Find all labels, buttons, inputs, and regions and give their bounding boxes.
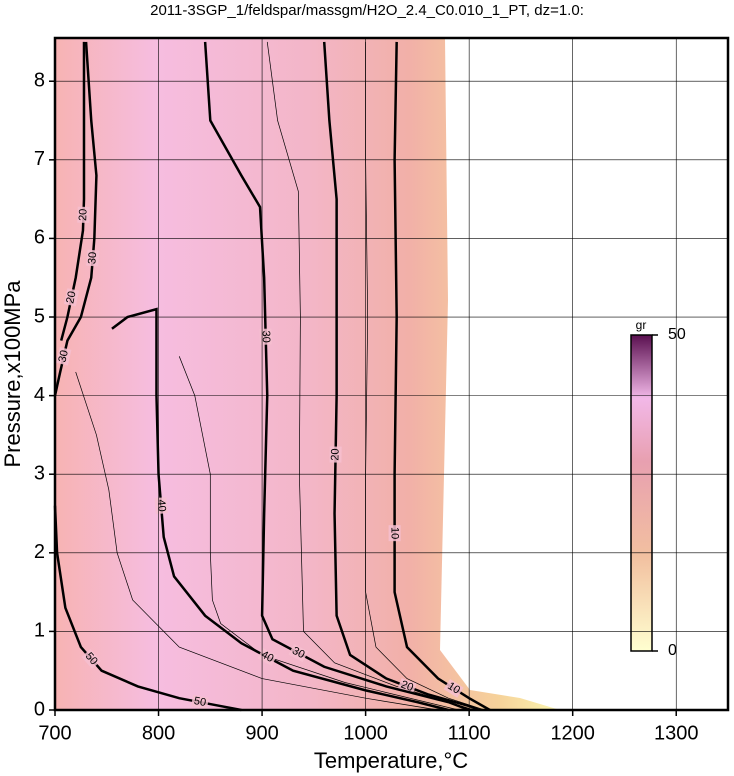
x-tick-label: 800 [142,722,175,744]
plot-frame [53,36,730,712]
y-tick-label: 1 [34,620,45,642]
x-tick-label: 1100 [448,722,491,744]
contour-label-group: 50 [190,694,209,710]
contour-label: 20 [329,448,341,460]
contour-label: 10 [445,680,462,697]
contour-label-bg [259,328,272,345]
contour-label-bg [81,648,102,669]
thin-contour-line [178,356,459,711]
y-tick-label: 2 [34,541,45,563]
contour-label: 30 [86,251,99,264]
contour-label-bg [64,288,80,307]
colorbar-tick-label: 0 [668,642,677,659]
x-tick-label: 700 [38,722,71,744]
contour-label: 20 [77,209,89,222]
contour-label-group: 50 [81,648,102,669]
contour-label: 30 [290,645,306,661]
contour-label-bg [443,679,464,698]
contour-label-group: 30 [259,328,272,345]
contour-label-bg [288,643,309,663]
contour-label-bg [86,249,100,267]
contour-label-group: 10 [388,525,401,542]
contour-label-group: 20 [64,288,80,307]
colorbar-label: gr [636,318,647,332]
contour-label: 30 [56,349,70,364]
field-shading [55,38,560,710]
contour-label-group: 20 [77,206,90,224]
y-axis-label: Pressure,x100MPa [0,280,25,468]
contour-label-group: 10 [443,679,464,698]
x-tick-label: 1200 [550,722,595,744]
y-tick-label: 3 [34,462,45,484]
contour-label-bg [56,347,72,366]
contour-label-group: 20 [329,446,342,463]
y-tick-label: 0 [34,698,45,720]
y-tick-label: 8 [34,70,45,92]
contour-label: 50 [193,695,207,709]
y-tick-label: 6 [34,227,45,249]
x-tick-label: 900 [245,722,278,744]
contour-label-group: 30 [288,643,309,663]
contour-line [322,41,480,712]
contour-line [203,41,470,712]
y-tick-label: 4 [34,384,45,406]
x-axis-label: Temperature,°C [314,748,468,773]
contour-label: 10 [389,527,401,539]
contour-label: 40 [155,499,168,512]
chart-title: 2011-3SGP_1/feldspar/massgm/H2O_2.4_C0.0… [150,2,584,19]
contour-label-bg [190,694,209,710]
contour-label-group: 40 [154,497,168,515]
y-tick-label: 5 [34,305,45,327]
colorbar-tick-label: 50 [668,326,686,343]
contour-label-bg [77,206,90,224]
contour-label-group: 30 [86,249,100,267]
x-tick-label: 1300 [654,722,699,744]
contour-label-bg [329,446,342,463]
contour-label: 30 [260,330,272,343]
contour-label: 40 [259,649,275,665]
x-tick-label: 1000 [343,722,388,744]
contour-label: 20 [64,290,78,304]
y-tick-label: 7 [34,148,45,170]
thin-contour-line [75,371,439,711]
contour-label-bg [388,525,401,542]
colorbar [630,334,653,652]
contour-label-bg [154,497,168,515]
contour-label-group: 30 [56,347,72,366]
